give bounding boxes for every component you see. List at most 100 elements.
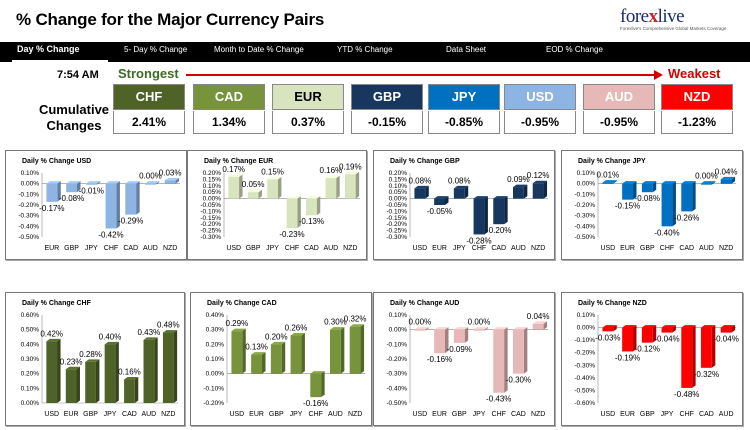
y-tick-label: 0.00% [389, 196, 408, 203]
bar-jpy [473, 327, 488, 331]
currency-code: GBP [351, 84, 423, 110]
category-label: EUR [64, 411, 79, 418]
data-label: 0.12% [527, 171, 550, 180]
y-tick-label: 0.30% [206, 327, 225, 334]
chart-panel-gbp: Daily % Change GBP 0.20% 0.15% 0.10% 0.05% 0.… [373, 150, 555, 260]
bar-aud [720, 325, 736, 333]
currency-code: AUD [583, 84, 655, 110]
y-tick-label: -0.15% [200, 215, 221, 222]
y-tick-label: -0.10% [386, 341, 407, 348]
cumulative-change-value: 1.34% [193, 111, 265, 134]
tab-month-to-date-change[interactable]: Month to Date % Change [214, 45, 304, 54]
data-label: -0.16% [303, 399, 328, 408]
currency-code: JPY [428, 84, 500, 110]
category-label: USD [600, 245, 615, 252]
data-label: -0.01% [79, 187, 104, 196]
currency-code: USD [504, 84, 576, 110]
bar-nzd [164, 177, 180, 184]
y-tick-label: 0.00% [389, 327, 408, 334]
y-tick-label: -0.20% [574, 202, 595, 209]
data-label: -0.04% [713, 335, 738, 344]
y-tick-label: 0.20% [206, 341, 225, 348]
forexlive-logo: forexlive Forexlive's Comprehensive Glob… [620, 6, 730, 38]
cumulative-change-value: -0.85% [428, 111, 500, 134]
data-label: 0.16% [320, 166, 343, 175]
data-label: -0.30% [506, 376, 531, 385]
data-label: -0.03% [595, 333, 620, 342]
y-tick-label: -0.10% [203, 385, 224, 392]
chart-title: Daily % Change CAD [207, 300, 277, 307]
category-label: AUD [143, 245, 158, 252]
data-label: 0.05% [242, 180, 265, 189]
bar-chf [473, 196, 488, 235]
category-label: AUD [141, 411, 156, 418]
y-tick-label: 0.10% [21, 385, 40, 392]
tab-5-day-change[interactable]: 5- Day % Change [124, 45, 188, 54]
category-label: GBP [640, 245, 655, 252]
bar-gbp [66, 181, 81, 193]
chart-panel-cad: Daily % Change CAD 0.40% 0.30% 0.20% 0.10% 0.… [190, 292, 372, 426]
weakest-label: Weakest [668, 66, 721, 81]
y-tick-label: 0.00% [21, 400, 40, 407]
y-tick-label: -0.30% [18, 213, 39, 220]
category-label: AUD [323, 245, 338, 252]
category-label: AUD [511, 245, 526, 252]
bar-cad [306, 196, 321, 216]
data-label: -0.08% [59, 194, 84, 203]
currency-cell-usd: USD -0.95% [504, 84, 576, 134]
data-label: 0.00% [139, 172, 162, 181]
data-label: -0.29% [118, 217, 143, 226]
y-tick-label: -0.40% [574, 223, 595, 230]
category-label: NZD [531, 245, 545, 252]
category-label: NZD [719, 245, 733, 252]
category-label: CHF [104, 245, 118, 252]
y-tick-label: -0.10% [18, 191, 39, 198]
tab-ytd-change[interactable]: YTD % Change [337, 45, 393, 54]
data-label: 0.28% [79, 350, 102, 359]
tab-day-change[interactable]: Day % Change [17, 44, 80, 54]
y-tick-label: -0.05% [386, 202, 407, 209]
chart-title: Daily % Change CHF [22, 300, 92, 307]
bar-chf [681, 325, 696, 388]
bar-usd [228, 174, 243, 199]
currency-cell-jpy: JPY -0.85% [428, 84, 500, 134]
chart-title: Daily % Change GBP [390, 158, 460, 165]
data-label: -0.19% [615, 353, 640, 362]
category-label: NZD [161, 411, 175, 418]
chart-title: Daily % Change AUD [390, 300, 459, 307]
currency-code: CAD [193, 84, 265, 110]
data-label: 0.43% [138, 328, 161, 337]
tab-eod-change[interactable]: EOD % Change [546, 45, 603, 54]
data-label: -0.08% [635, 194, 660, 203]
y-tick-label: -0.25% [200, 228, 221, 235]
bar-gbp [641, 181, 657, 193]
bar-cad [701, 325, 716, 368]
category-label: USD [600, 411, 615, 418]
data-label: 0.08% [448, 176, 471, 185]
data-label: 0.23% [60, 357, 83, 366]
bar-gbp [641, 325, 657, 343]
data-label: 0.32% [344, 315, 367, 324]
data-label: -0.16% [427, 355, 452, 364]
chart-panel-jpy: Daily % Change JPY 0.10% 0.00% -0.10% -0.20%… [561, 150, 743, 260]
category-label: CHF [472, 245, 486, 252]
y-tick-label: -0.30% [200, 234, 221, 241]
y-tick-label: 0.00% [203, 196, 222, 203]
logo-tagline: Forexlive's Comprehensive Global Markets… [620, 26, 727, 31]
tab-bar: Day % Change 5- Day % Change Month to Da… [0, 42, 750, 62]
chart-panel-usd: Daily % Change USD 0.10% 0.00% -0.10% -0.20%… [5, 150, 187, 260]
y-tick-label: -0.20% [203, 400, 224, 407]
y-tick-label: -0.40% [386, 385, 407, 392]
logo-text: forexlive [620, 6, 685, 27]
cumulative-change-value: -0.95% [583, 111, 655, 134]
tab-data-sheet[interactable]: Data Sheet [446, 45, 487, 54]
y-tick-label: 0.20% [21, 371, 40, 378]
data-label: -0.42% [98, 230, 123, 239]
cumulative-changes-label: Cumulative Changes [38, 102, 110, 133]
data-label: -0.12% [635, 345, 660, 354]
bar-cad [681, 181, 696, 212]
bar-chf [493, 327, 508, 393]
data-label: -0.17% [39, 204, 64, 213]
y-tick-label: -0.10% [574, 191, 595, 198]
bar-chart: Daily % Change USD 0.10% 0.00% -0.10% -0.20%… [18, 158, 181, 252]
